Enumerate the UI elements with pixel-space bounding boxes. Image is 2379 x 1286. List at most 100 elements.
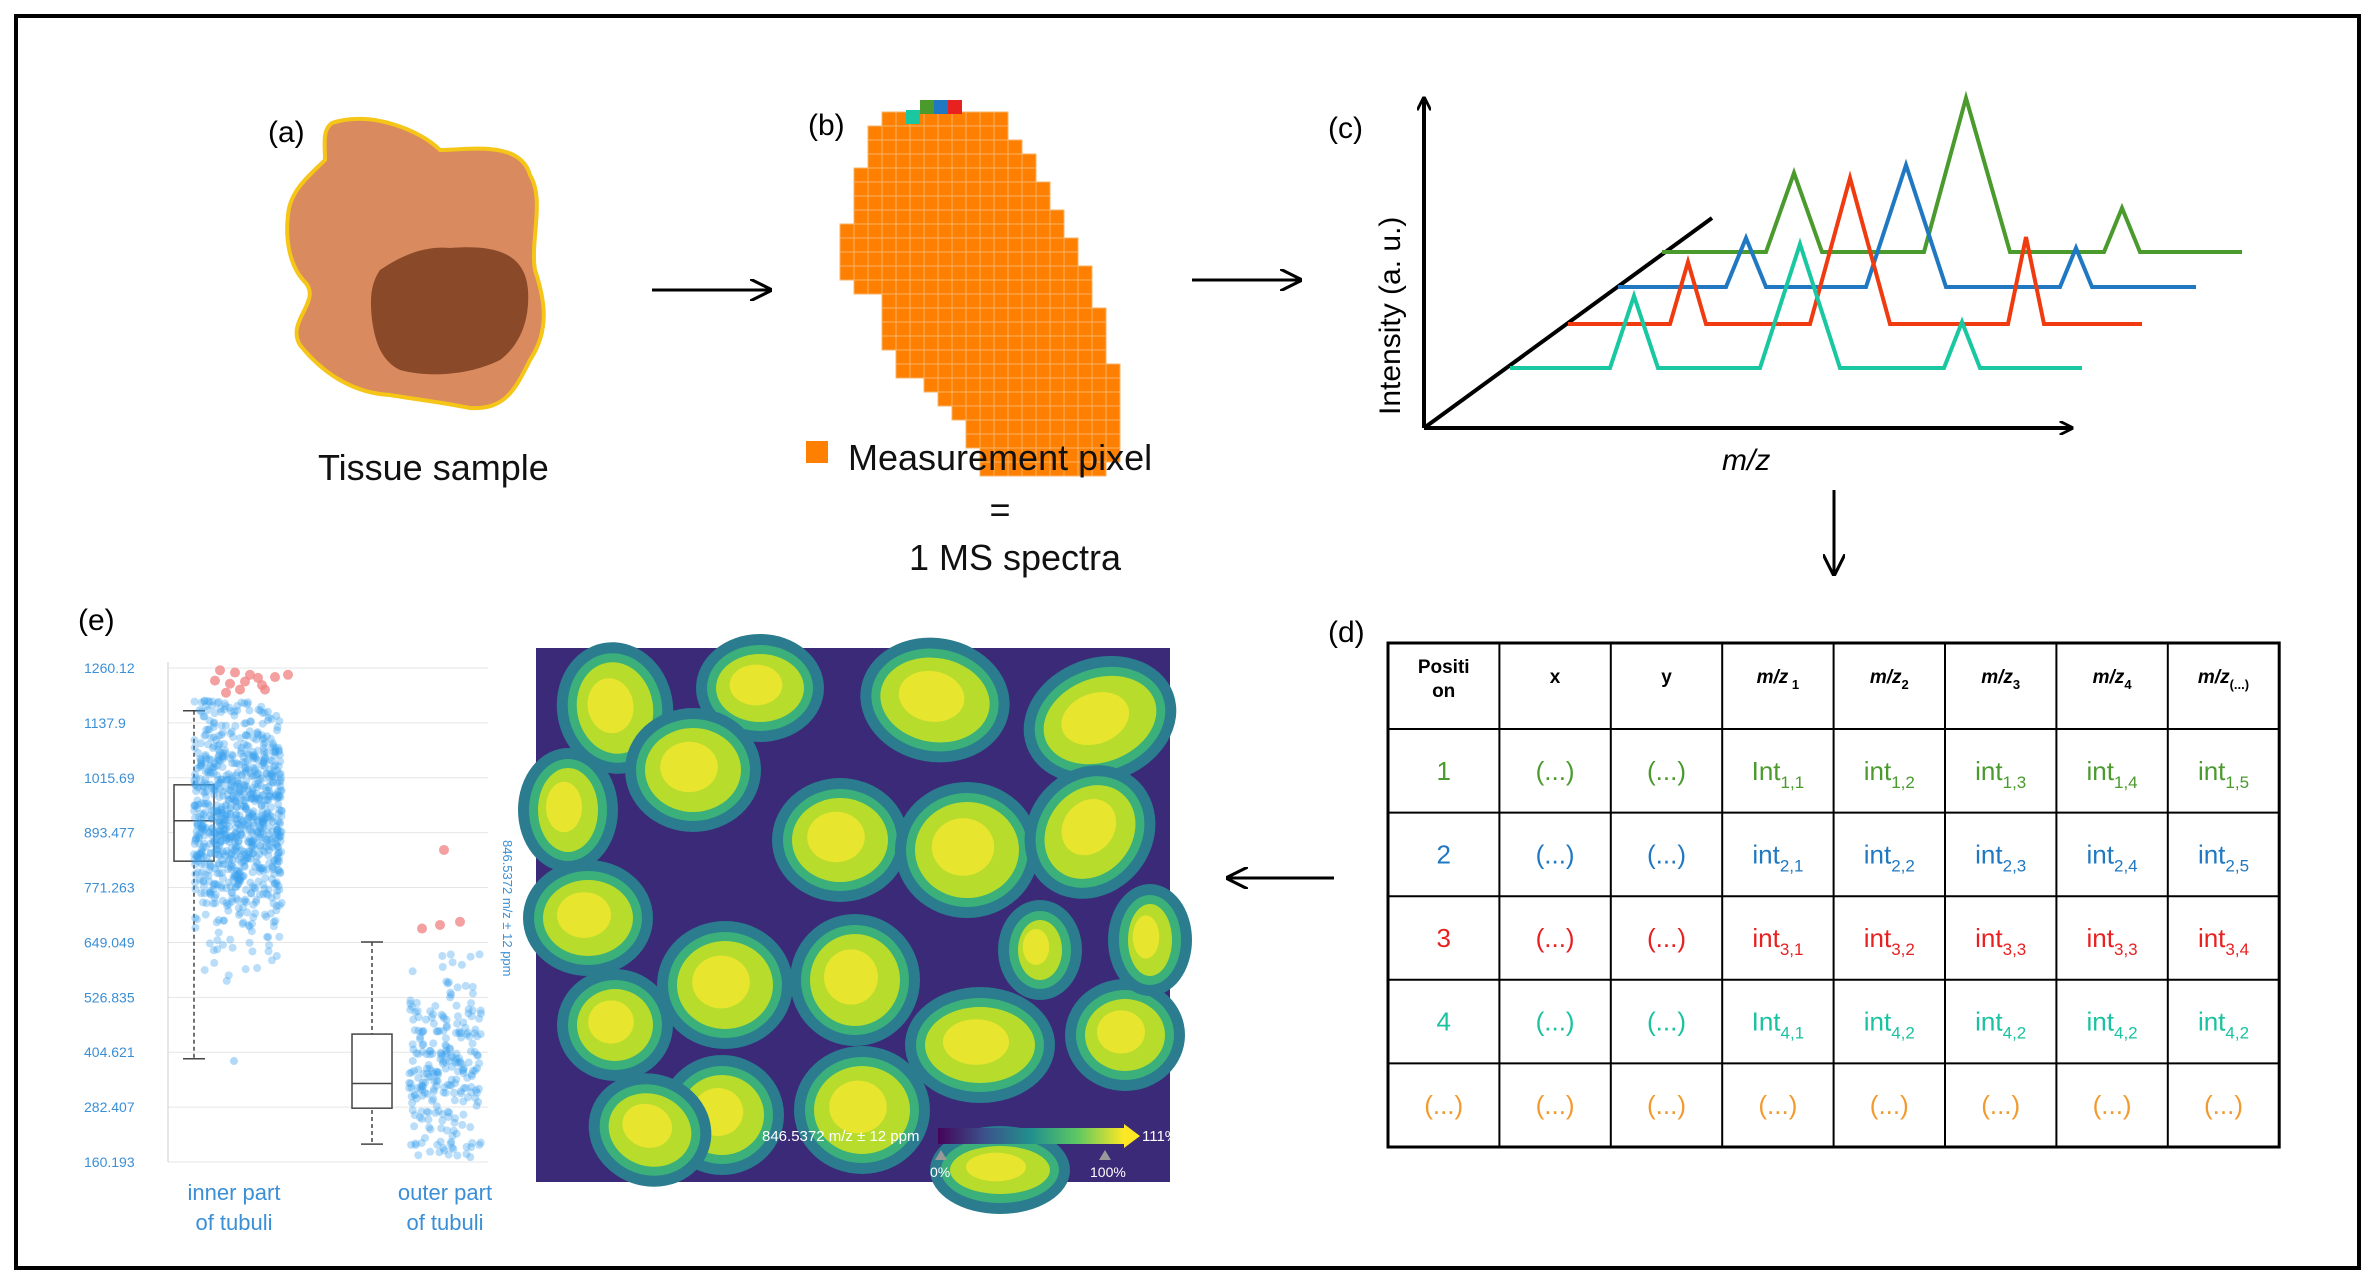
measurement-pixel — [1035, 209, 1051, 225]
data-point — [252, 857, 261, 866]
data-point — [214, 859, 223, 868]
outlier-point — [210, 675, 220, 686]
data-point — [429, 1095, 438, 1104]
measurement-pixel — [1049, 265, 1065, 281]
data-point — [405, 1069, 414, 1078]
data-point — [239, 817, 248, 826]
data-point — [475, 1059, 484, 1068]
data-point — [277, 786, 286, 795]
data-point — [442, 1046, 451, 1055]
data-point — [215, 785, 224, 794]
data-point — [270, 869, 279, 878]
data-point — [276, 750, 285, 759]
data-point — [199, 712, 208, 721]
data-point — [232, 789, 241, 798]
data-point — [452, 1028, 461, 1037]
measurement-pixel — [937, 153, 953, 169]
data-point — [449, 1144, 458, 1153]
data-point — [222, 775, 231, 784]
data-point — [445, 1081, 454, 1090]
data-point — [259, 758, 268, 767]
data-point — [242, 897, 251, 906]
table-cell: (...) — [1647, 923, 1686, 953]
data-point — [275, 848, 284, 857]
data-point — [414, 1151, 423, 1160]
group-label-line1: outer part — [398, 1180, 492, 1205]
measurement-pixel — [1035, 419, 1051, 435]
table-header-cell: x — [1550, 667, 1561, 688]
data-point — [199, 852, 208, 861]
data-point — [225, 786, 234, 795]
data-point — [219, 814, 228, 823]
data-point — [244, 813, 253, 822]
data-point — [441, 1050, 450, 1059]
data-point — [237, 770, 246, 779]
data-point — [258, 761, 267, 770]
data-point — [235, 785, 244, 794]
measurement-pixel — [979, 125, 995, 141]
table-header-cell: m/z(...) — [2198, 667, 2249, 692]
data-point — [222, 771, 231, 780]
measurement-pixel — [937, 223, 953, 239]
data-point — [271, 761, 280, 770]
data-point — [260, 884, 269, 893]
data-point — [467, 1083, 476, 1092]
measurement-pixel — [1063, 335, 1079, 351]
data-point — [201, 751, 210, 760]
data-point — [447, 1137, 456, 1146]
data-point — [421, 1015, 430, 1024]
data-point — [273, 793, 282, 802]
measurement-pixel — [1049, 209, 1065, 225]
data-point — [199, 877, 208, 886]
data-point — [259, 866, 268, 875]
data-point — [231, 823, 240, 832]
data-point — [445, 1108, 454, 1117]
data-point — [235, 869, 244, 878]
data-point — [220, 816, 229, 825]
data-point — [231, 882, 240, 891]
measurement-pixel — [909, 265, 925, 281]
data-point — [211, 850, 220, 859]
highlighted-pixel — [906, 110, 920, 124]
data-point — [407, 1092, 416, 1101]
data-point — [255, 863, 264, 872]
data-point — [218, 763, 227, 772]
measurement-pixel — [937, 167, 953, 183]
equals-sign: = — [989, 489, 1010, 530]
data-point — [231, 771, 240, 780]
data-point — [258, 811, 267, 820]
measurement-pixel — [951, 195, 967, 211]
data-point — [275, 932, 284, 941]
measurement-pixel — [1021, 251, 1037, 267]
data-point — [209, 742, 218, 751]
data-point — [427, 1067, 436, 1076]
data-point — [201, 870, 210, 879]
measurement-pixel — [951, 125, 967, 141]
data-point — [249, 838, 258, 847]
data-point — [209, 946, 218, 955]
data-point — [412, 1049, 421, 1058]
data-point — [475, 950, 484, 959]
data-point — [221, 830, 230, 839]
group-label-line2: of tubuli — [406, 1210, 483, 1235]
data-point — [234, 875, 243, 884]
data-point — [271, 748, 280, 757]
data-point — [229, 792, 238, 801]
measurement-pixel — [1007, 223, 1023, 239]
measurement-pixel — [1021, 195, 1037, 211]
data-point — [407, 1068, 416, 1077]
outlier-point — [230, 667, 240, 678]
data-point — [445, 1044, 454, 1053]
tubulus-hotspot — [622, 1103, 673, 1148]
data-point — [255, 834, 264, 843]
measurement-pixel — [895, 251, 911, 267]
data-point — [258, 708, 267, 717]
data-point — [210, 958, 219, 967]
data-point — [236, 821, 245, 830]
data-point — [256, 864, 265, 873]
data-point — [244, 847, 253, 856]
measurement-pixel — [867, 223, 883, 239]
data-point — [263, 809, 272, 818]
data-point — [259, 819, 268, 828]
data-point — [200, 731, 209, 740]
